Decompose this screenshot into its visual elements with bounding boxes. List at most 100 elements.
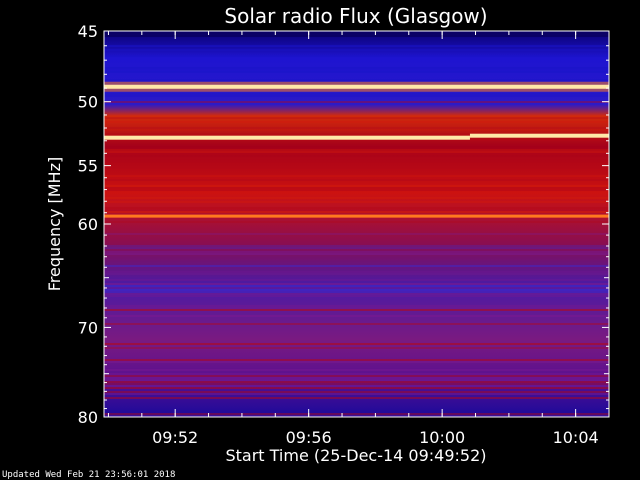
x-tick-label: 10:04 bbox=[553, 428, 599, 447]
texture-band bbox=[104, 283, 609, 285]
texture-band bbox=[104, 133, 609, 135]
texture-band bbox=[104, 291, 609, 293]
spectrogram-background bbox=[104, 31, 609, 417]
texture-band bbox=[104, 391, 609, 393]
texture-band bbox=[104, 167, 609, 169]
texture-band bbox=[104, 71, 609, 73]
emission-line bbox=[104, 84, 609, 89]
texture-band bbox=[104, 361, 609, 363]
texture-band bbox=[104, 31, 609, 33]
texture-band bbox=[104, 221, 609, 223]
x-axis-label: Start Time (25-Dec-14 09:49:52) bbox=[225, 446, 486, 465]
y-axis: 45 50 55 60 70 80 bbox=[78, 22, 609, 427]
texture-band bbox=[104, 79, 609, 81]
texture-band bbox=[104, 175, 609, 177]
spectrogram-plot-area bbox=[104, 31, 609, 417]
texture-band bbox=[104, 127, 609, 129]
texture-band bbox=[104, 273, 609, 275]
y-tick-label: 55 bbox=[78, 157, 98, 176]
texture-band bbox=[104, 247, 609, 249]
emission-line bbox=[469, 133, 609, 138]
texture-band bbox=[104, 35, 609, 37]
texture-band bbox=[104, 67, 609, 69]
texture-band bbox=[104, 163, 609, 165]
texture-band bbox=[104, 265, 609, 267]
texture-band bbox=[104, 93, 609, 95]
texture-band bbox=[104, 343, 609, 345]
texture-band bbox=[104, 117, 609, 119]
texture-band bbox=[104, 151, 609, 153]
texture-band bbox=[104, 179, 609, 181]
texture-band bbox=[104, 245, 609, 247]
texture-band bbox=[104, 293, 609, 295]
texture-band bbox=[104, 271, 609, 273]
footer-updated: Updated Wed Feb 21 23:56:01 2018 bbox=[2, 470, 175, 480]
emission-lines bbox=[104, 81, 609, 218]
texture-band bbox=[104, 347, 609, 349]
texture-band bbox=[104, 121, 609, 123]
texture-band bbox=[104, 153, 609, 155]
texture-band bbox=[104, 157, 609, 159]
texture-band bbox=[104, 315, 609, 317]
texture-band bbox=[104, 369, 609, 371]
x-axis: 09:52 09:56 10:00 10:04 bbox=[107, 31, 610, 447]
x-tick-label: 09:56 bbox=[286, 428, 332, 447]
texture-band bbox=[104, 159, 609, 161]
texture-band bbox=[104, 139, 609, 141]
texture-band bbox=[104, 359, 609, 361]
texture-band bbox=[104, 323, 609, 325]
texture-band bbox=[104, 295, 609, 297]
y-tick-label: 45 bbox=[78, 22, 98, 41]
texture-band bbox=[104, 211, 609, 213]
texture-band bbox=[104, 33, 609, 35]
texture-band bbox=[104, 373, 609, 375]
spectrogram-bands bbox=[104, 31, 609, 417]
y-axis-label: Frequency [MHz] bbox=[45, 157, 64, 291]
texture-band bbox=[104, 101, 609, 103]
texture-band bbox=[104, 375, 609, 377]
chart-title: Solar radio Flux (Glasgow) bbox=[224, 4, 487, 28]
texture-band bbox=[104, 149, 609, 151]
texture-band bbox=[104, 185, 609, 187]
texture-band bbox=[104, 253, 609, 255]
texture-band bbox=[104, 45, 609, 47]
y-tick-label: 80 bbox=[78, 408, 98, 427]
texture-band bbox=[104, 95, 609, 97]
texture-band bbox=[104, 285, 609, 287]
texture-band bbox=[104, 207, 609, 209]
texture-band bbox=[104, 387, 609, 389]
texture-band bbox=[104, 397, 609, 399]
texture-band bbox=[104, 305, 609, 307]
texture-band bbox=[104, 309, 609, 311]
texture-band bbox=[104, 385, 609, 387]
emission-line bbox=[104, 214, 609, 218]
x-tick-label: 10:00 bbox=[419, 428, 465, 447]
texture-band bbox=[104, 377, 609, 379]
emission-line bbox=[104, 135, 470, 140]
texture-band bbox=[104, 187, 609, 189]
x-tick-label: 09:52 bbox=[152, 428, 198, 447]
texture-band bbox=[104, 209, 609, 211]
texture-band bbox=[104, 413, 609, 415]
y-tick-label: 50 bbox=[78, 93, 98, 112]
texture-band bbox=[104, 201, 609, 203]
texture-band bbox=[104, 49, 609, 51]
texture-band bbox=[104, 69, 609, 71]
texture-band bbox=[104, 197, 609, 199]
texture-band bbox=[104, 379, 609, 381]
y-tick-label: 70 bbox=[78, 318, 98, 337]
texture-band bbox=[104, 251, 609, 253]
texture-band bbox=[104, 289, 609, 291]
texture-band bbox=[104, 279, 609, 281]
texture-band bbox=[104, 307, 609, 309]
texture-band bbox=[104, 287, 609, 289]
texture-band bbox=[104, 129, 609, 131]
texture-band bbox=[104, 383, 609, 385]
y-tick-label: 60 bbox=[78, 215, 98, 234]
texture-band bbox=[104, 55, 609, 57]
texture-band bbox=[104, 233, 609, 235]
texture-band bbox=[104, 189, 609, 191]
texture-band bbox=[104, 393, 609, 395]
texture-band bbox=[104, 415, 609, 417]
